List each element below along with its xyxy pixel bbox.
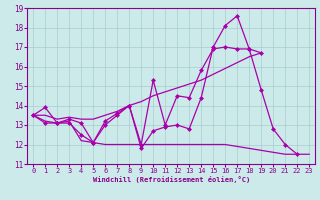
X-axis label: Windchill (Refroidissement éolien,°C): Windchill (Refroidissement éolien,°C) <box>92 176 250 183</box>
